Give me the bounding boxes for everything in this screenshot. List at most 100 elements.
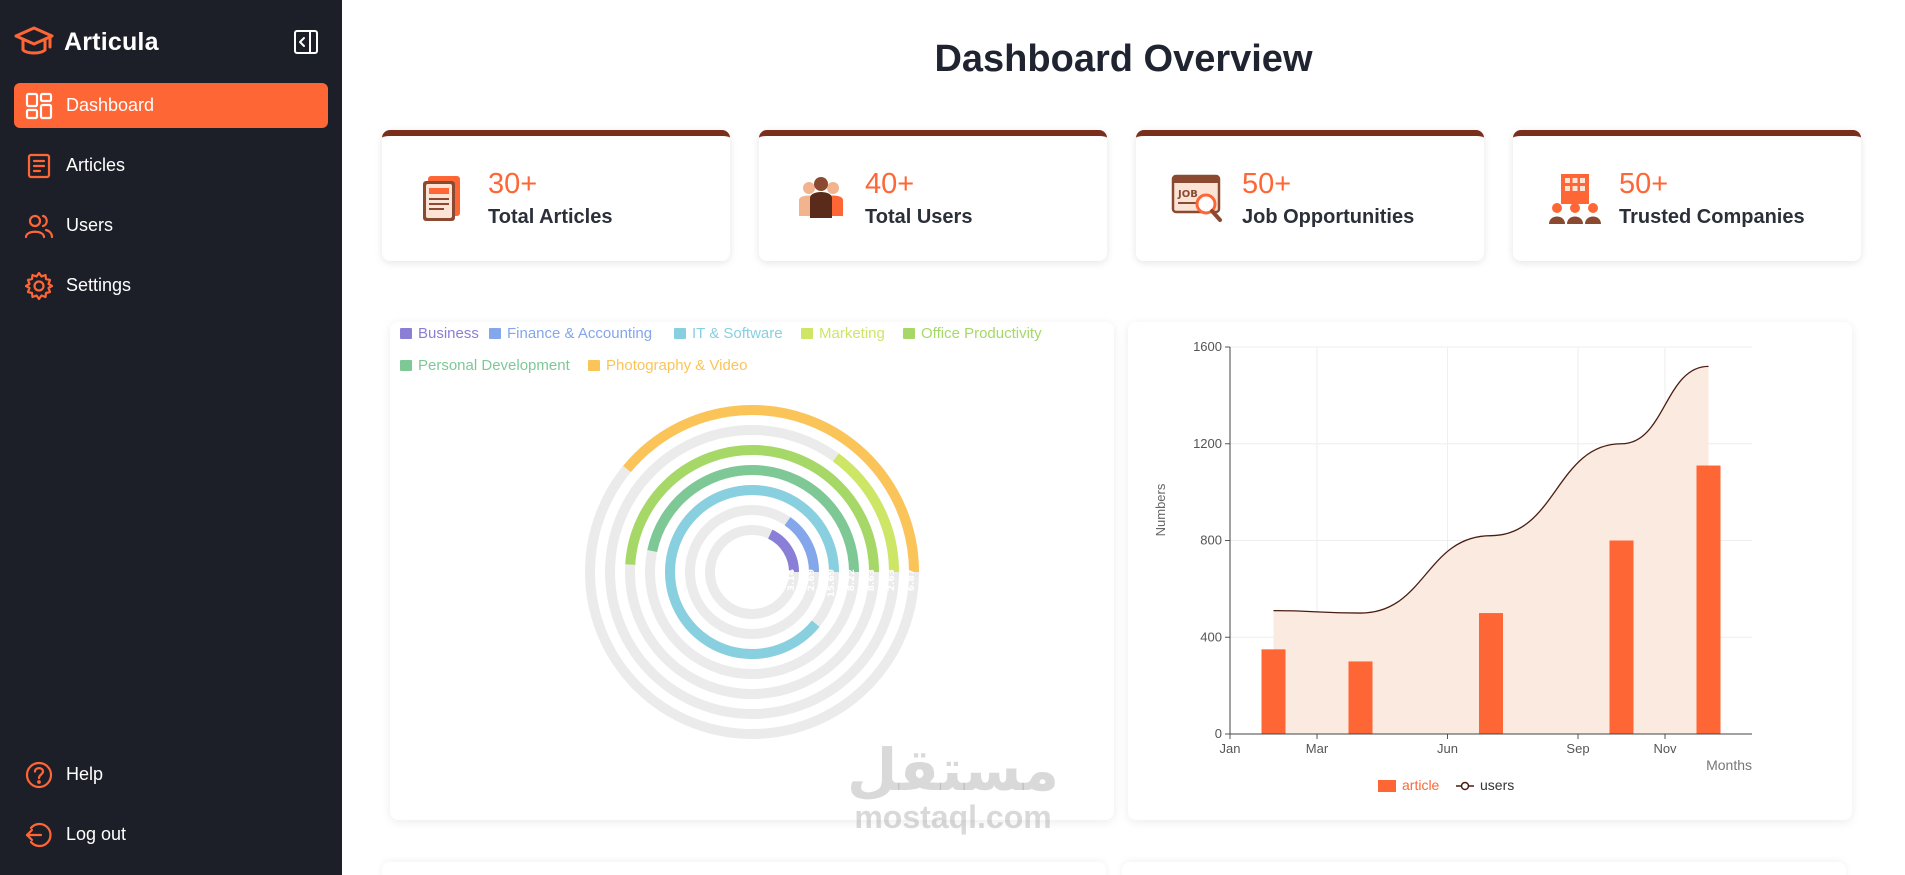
bar-article-oct[interactable] <box>1609 540 1634 735</box>
legend-swatch <box>903 328 915 339</box>
radial-bar-value-label: 2.69 <box>807 569 817 591</box>
sidebar-item-label: Help <box>66 764 104 784</box>
legend-item[interactable]: Personal Development <box>400 357 570 374</box>
y-tick-label: 800 <box>1200 533 1222 548</box>
sidebar-item-label: Dashboard <box>66 95 155 115</box>
users-icon <box>24 211 54 241</box>
legend-label: IT & Software <box>692 325 783 342</box>
bottom-panel-right <box>1122 862 1846 875</box>
radial-bar-photography-video[interactable] <box>623 405 919 573</box>
radial-bar-personal-development[interactable] <box>832 453 899 573</box>
radial-bar-value-label: 2.63 <box>887 569 897 591</box>
stat-card-jobs: JOB 50+ Job Opportunities <box>1136 130 1484 261</box>
radial-bar-office-productivity[interactable] <box>647 465 859 573</box>
legend-label: Finance & Accounting <box>507 325 653 342</box>
sidebar-item-logout[interactable]: Log out <box>14 812 328 857</box>
users-line[interactable] <box>1273 365 1709 614</box>
legend-swatch <box>674 328 686 339</box>
brand-name: Articula <box>64 27 159 56</box>
sidebar: Articula Dashboard Articles <box>0 0 342 875</box>
stat-card-articles: 30+ Total Articles <box>382 130 730 261</box>
help-icon <box>24 760 54 790</box>
sidebar-item-settings[interactable]: Settings <box>14 263 328 308</box>
bottom-panel-left <box>382 862 1106 875</box>
legend-item[interactable]: Finance & Accounting <box>489 325 652 342</box>
legend-label-article[interactable]: article <box>1402 777 1440 793</box>
x-tick-label: Jun <box>1437 741 1458 756</box>
legend-label: Photography & Video <box>606 357 748 374</box>
x-tick-label: Sep <box>1566 741 1589 756</box>
logout-icon <box>24 820 54 850</box>
legend-item[interactable]: IT & Software <box>674 325 783 342</box>
sidebar-item-label: Articles <box>66 155 126 175</box>
legend-item[interactable]: Marketing <box>801 325 885 342</box>
y-tick-label: 400 <box>1200 629 1222 644</box>
legend-label: Office Productivity <box>921 325 1042 342</box>
legend-label-users[interactable]: users <box>1480 777 1514 793</box>
stat-value: 50+ <box>1242 168 1292 200</box>
stat-label: Trusted Companies <box>1619 206 1805 228</box>
radial-bar-value-label: 3.14 <box>787 569 797 591</box>
sidebar-item-label: Users <box>66 215 114 235</box>
legend-marker-users <box>1460 781 1470 791</box>
legend-label: Personal Development <box>418 357 570 374</box>
y-tick-label: 1600 <box>1193 339 1222 354</box>
legend-swatch <box>400 328 412 339</box>
stat-value: 50+ <box>1619 168 1669 200</box>
sidebar-item-dashboard[interactable]: Dashboard <box>14 83 328 128</box>
users-area <box>1273 366 1709 734</box>
legend-item[interactable]: Photography & Video <box>588 357 748 374</box>
legend-swatch <box>801 328 813 339</box>
y-tick-label: 1200 <box>1193 436 1222 451</box>
stat-label: Total Users <box>865 206 973 228</box>
radial-bar-marketing[interactable] <box>625 445 879 573</box>
stat-card-companies: 50+ Trusted Companies <box>1513 130 1861 261</box>
x-tick-label: Jan <box>1220 741 1241 756</box>
x-tick-label: Mar <box>1306 741 1329 756</box>
radial-bar-value-label: 6.87 <box>907 569 917 591</box>
collapse-sidebar-button[interactable] <box>292 28 320 56</box>
y-tick-label: 0 <box>1215 726 1222 741</box>
radial-bar-chart: 3.14 2.69 15.69 8.22 8.63 2.63 6.87 <box>585 405 919 739</box>
users-stat-icon <box>799 177 843 218</box>
legend-item[interactable]: Office Productivity <box>903 325 1042 342</box>
radial-bar-value-label: 8.63 <box>867 569 877 591</box>
y-axis-title: Numbers <box>1153 483 1168 536</box>
radial-bar-value-label: 8.22 <box>847 569 857 591</box>
bar-article-dec[interactable] <box>1696 465 1721 734</box>
companies-stat-icon <box>1549 174 1601 224</box>
bar-article-jul[interactable] <box>1479 613 1503 734</box>
radial-bar-it-software[interactable] <box>665 485 839 659</box>
legend-swatch-article <box>1378 780 1396 792</box>
sidebar-item-label: Settings <box>66 275 132 295</box>
legend-item[interactable]: Business <box>400 325 479 342</box>
radial-bar-business[interactable] <box>767 529 799 573</box>
legend-swatch <box>400 360 412 371</box>
sidebar-nav: Dashboard Articles Users Settings <box>14 83 328 323</box>
sidebar-item-help[interactable]: Help <box>14 752 328 797</box>
articles-stat-icon <box>423 176 460 221</box>
x-tick-label: Nov <box>1653 741 1677 756</box>
legend-label: Marketing <box>819 325 885 342</box>
legend-swatch <box>489 328 501 339</box>
brand[interactable]: Articula <box>14 22 159 62</box>
page-title: Dashboard Overview <box>934 38 1313 80</box>
bar-article-apr[interactable] <box>1348 661 1373 734</box>
dashboard-icon <box>24 91 54 121</box>
bar-line-chart: Numbers Months article users 0 400 800 1200… <box>1153 339 1752 793</box>
sidebar-collapse-icon <box>294 30 318 54</box>
legend-label: Business <box>418 325 479 342</box>
radial-bar-finance-accounting[interactable] <box>784 517 819 573</box>
gear-icon <box>24 271 54 301</box>
stat-label: Total Articles <box>488 206 613 228</box>
bar-article-feb[interactable] <box>1261 649 1286 734</box>
job-stat-icon: JOB <box>1171 174 1222 222</box>
sidebar-item-users[interactable]: Users <box>14 203 328 248</box>
x-axis-title: Months <box>1706 757 1752 773</box>
watermark-logo: مستقل mostaql.com <box>846 736 1060 835</box>
graduation-cap-icon <box>14 26 54 55</box>
sidebar-bottom-nav: Help Log out <box>14 752 328 872</box>
sidebar-item-articles[interactable]: Articles <box>14 143 328 188</box>
radial-bar-value-label: 15.69 <box>827 569 837 597</box>
articles-icon <box>24 151 54 181</box>
